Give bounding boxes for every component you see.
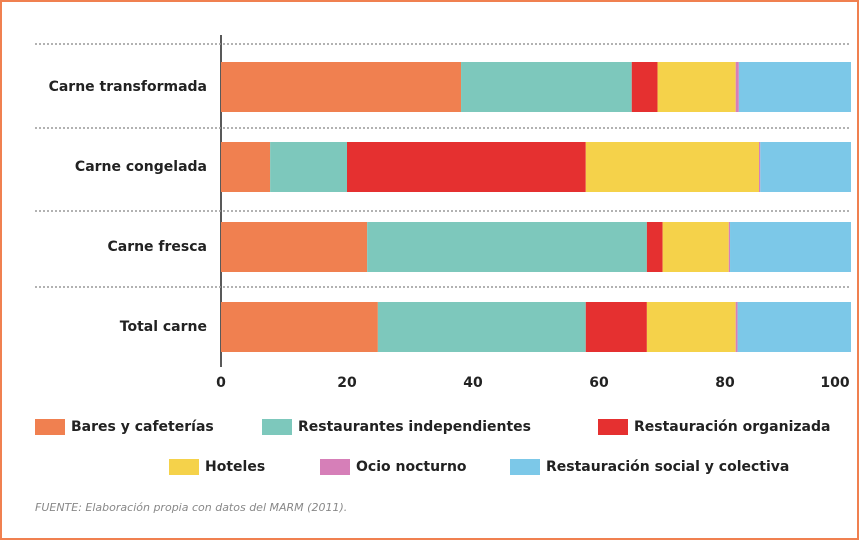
x-tick-label: 100 [820,375,849,391]
bar-segment [759,142,761,192]
bar-segment [585,142,760,192]
bar-segment [728,222,731,272]
bar-segment [221,62,462,112]
legend-swatch [35,419,65,435]
x-tick-label: 60 [589,375,609,391]
bar-segment [735,62,739,112]
x-tick-label: 80 [715,375,735,391]
legend-swatch [169,459,199,475]
legend-swatch [320,459,350,475]
bar-segment [646,222,663,272]
legend-label: Hoteles [205,459,265,475]
bar-segment [221,142,271,192]
bar-segment [221,302,378,352]
category-label: Carne transformada [49,79,207,95]
x-tick-label: 0 [216,375,226,391]
category-label: Carne fresca [107,239,207,255]
bar-segment [737,302,851,352]
legend-label: Ocio nocturno [356,459,467,475]
bar-segment [461,62,632,112]
bar-segment [347,142,586,192]
bar-segment [760,142,851,192]
bar-segment [585,302,647,352]
x-tick-label: 40 [463,375,483,391]
legend-swatch [598,419,628,435]
bar-segment [738,62,851,112]
source-note: FUENTE: Elaboración propia con datos del… [35,501,347,514]
bar-segment [221,222,368,272]
bar-segment [657,62,736,112]
bar-segment [270,142,347,192]
bar-segment [662,222,729,272]
legend-label: Restaurantes independientes [298,419,531,435]
bar-segment [631,62,658,112]
legend-label: Restauración organizada [634,419,830,435]
x-tick-label: 20 [337,375,357,391]
bar-segment [367,222,647,272]
category-label: Total carne [120,319,207,335]
legend-label: Bares y cafeterías [71,419,214,435]
bar-segment [646,302,736,352]
category-label: Carne congelada [75,159,207,175]
legend-label: Restauración social y colectiva [546,459,789,475]
bar-segment [730,222,851,272]
bar-segment [735,302,738,352]
legend-swatch [510,459,540,475]
bar-segment [377,302,586,352]
legend-swatch [262,419,292,435]
